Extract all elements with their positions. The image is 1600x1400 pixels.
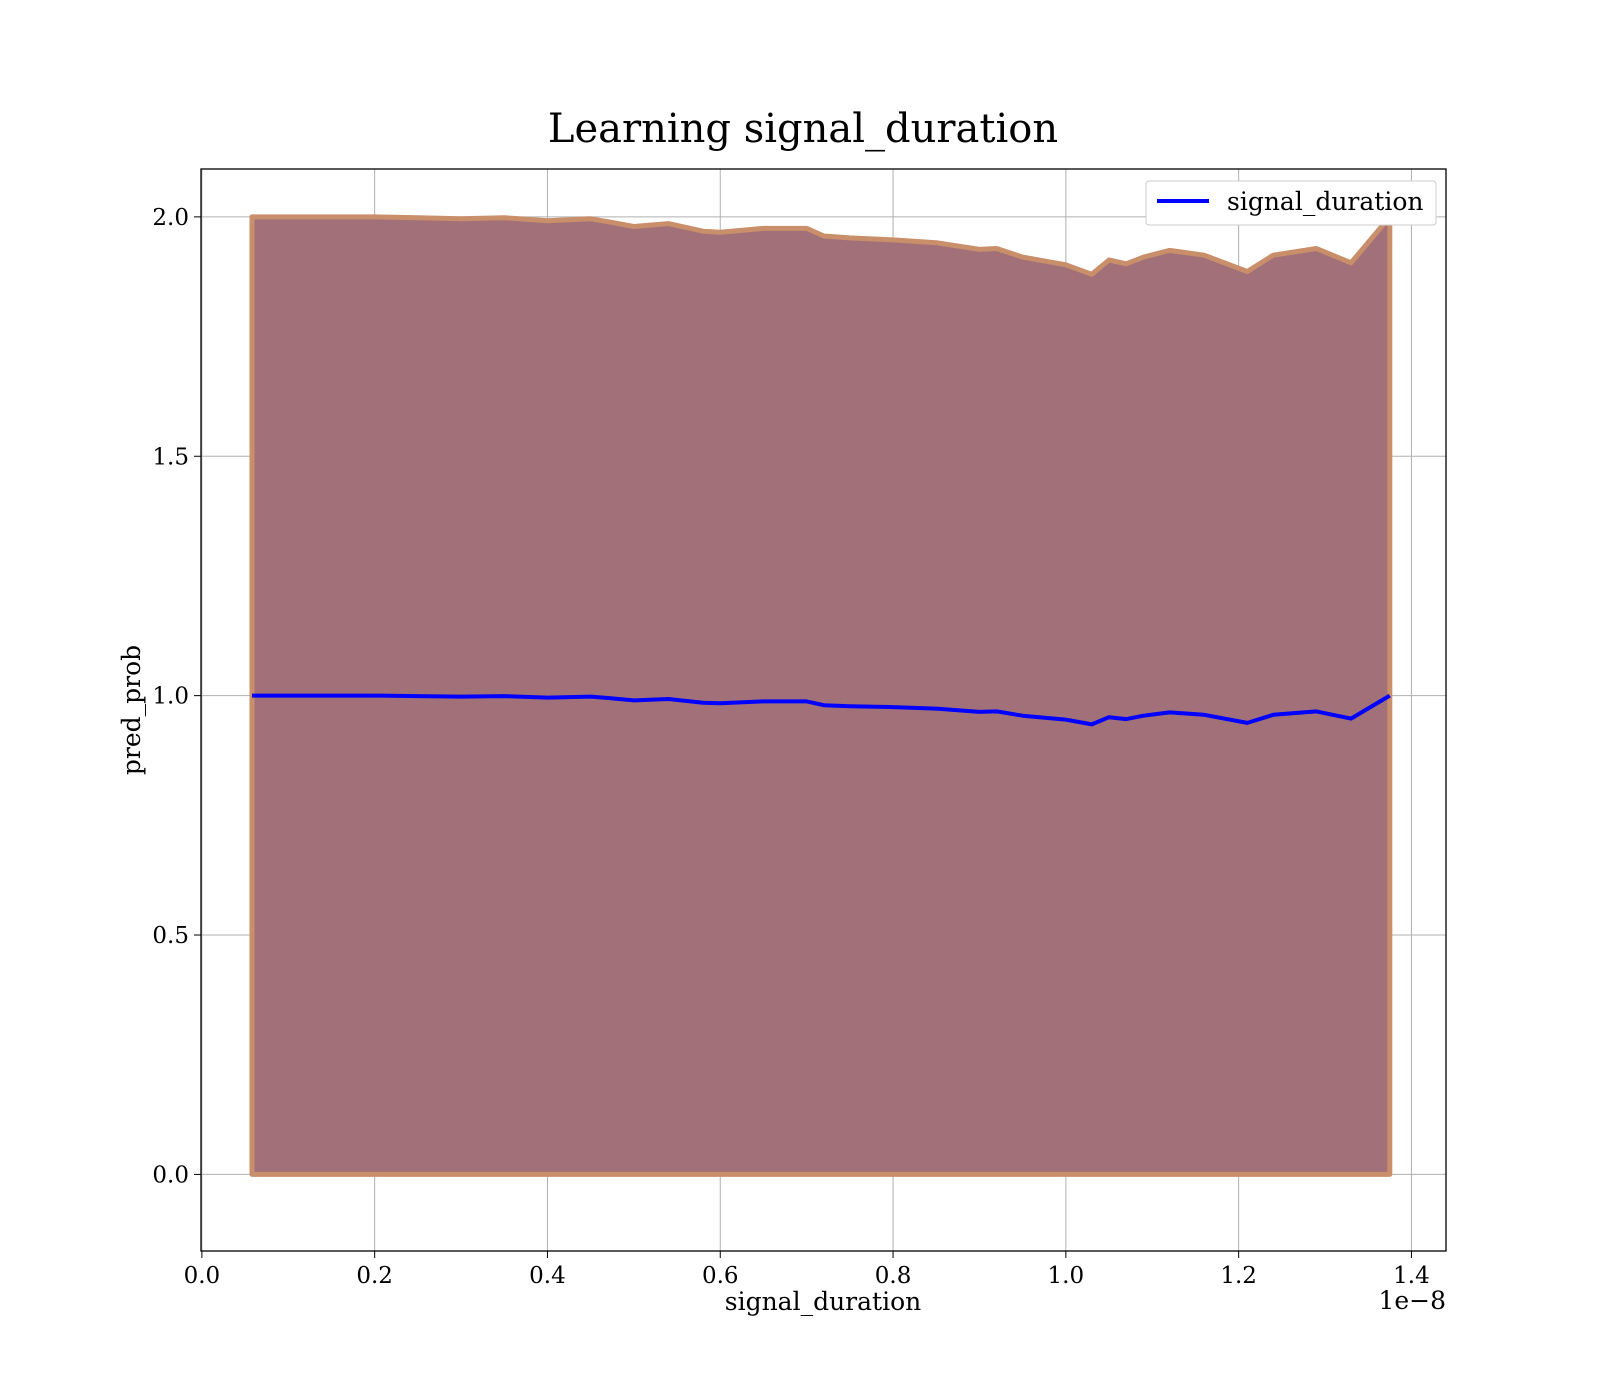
- x-tick-label: 1.4: [1393, 1263, 1430, 1289]
- chart-title: Learning signal_duration: [548, 106, 1058, 152]
- x-tick-label: 1.2: [1220, 1263, 1257, 1289]
- x-tick-label: 0.2: [356, 1263, 393, 1289]
- legend-label: signal_duration: [1227, 187, 1423, 216]
- series-line: [252, 693, 1391, 727]
- x-tick-label: 0.0: [184, 1263, 221, 1289]
- plot-frame: [200, 168, 1447, 1252]
- y-axis-ticks: 0.0 0.5 1.0 1.5 2.0: [152, 205, 201, 1188]
- confidence-band-area: [249, 214, 1393, 1177]
- confidence-band: [249, 214, 1393, 1177]
- series-lines: [252, 693, 1391, 727]
- x-axis-offset-text: 1e−8: [1378, 1286, 1446, 1315]
- x-tick-label: 0.4: [529, 1263, 566, 1289]
- x-tick-label: 0.6: [702, 1263, 739, 1289]
- x-axis-label: signal_duration: [725, 1287, 921, 1316]
- legend-box: [1145, 180, 1437, 226]
- y-tick-label: 0.5: [152, 923, 189, 949]
- x-axis-ticks: 0.0 0.2 0.4 0.6 0.8 1.0 1.2 1.4: [184, 1251, 1430, 1289]
- y-tick-label: 1.5: [152, 444, 189, 470]
- y-tick-label: 2.0: [152, 205, 189, 231]
- y-tick-label: 0.0: [152, 1162, 189, 1188]
- legend: signal_duration: [1145, 180, 1437, 226]
- y-tick-label: 1.0: [152, 684, 189, 710]
- x-tick-label: 0.8: [875, 1263, 912, 1289]
- y-axis-label: pred_prob: [117, 645, 146, 775]
- x-tick-label: 1.0: [1048, 1263, 1085, 1289]
